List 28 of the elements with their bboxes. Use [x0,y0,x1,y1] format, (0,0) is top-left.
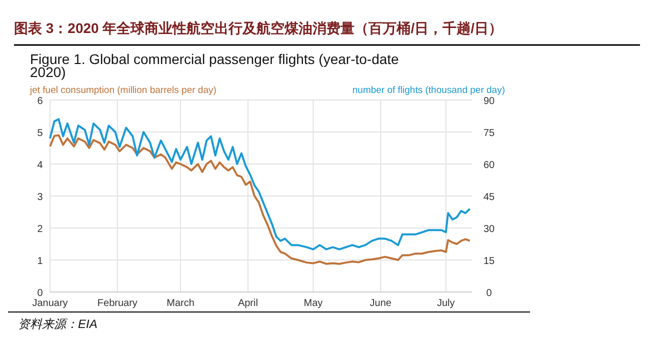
y2-tick-label: 90 [483,96,495,107]
y2-tick-label: 45 [483,192,495,203]
y-tick-label: 0 [37,288,44,299]
x-tick-label: April [238,298,258,309]
y2-tick-label: 30 [483,224,495,235]
x-tick-label: January [32,298,68,309]
x-tick-label: May [304,298,323,309]
text: 资料来源：EIA [18,317,98,331]
y-axis-title: jet fuel consumption (million barrels per day) [29,85,216,96]
y-tick-label: 6 [37,96,44,107]
y-tick-label: 2 [37,224,44,235]
x-tick-label: June [370,298,392,309]
line-series [49,118,471,250]
y-tick-label: 5 [37,128,44,139]
line-series [49,134,471,265]
chart-title: 图表 3：2020 年全球商业性航空出行及航空煤油消费量（百万桶/日，千趟/日） [14,20,502,36]
y-tick-label: 3 [37,192,44,203]
x-tick-label: February [97,298,138,309]
x-tick-label: March [166,298,194,309]
y2-tick-label: 60 [483,160,495,171]
y2-axis-title: number of flights (thousand per day) [352,85,505,96]
y2-tick-label: 75 [483,128,495,139]
y2-tick-label: 0 [486,288,492,299]
chart-subtitle: Figure 1. Global commercial passenger flights (year-to-date 2020) [30,51,400,80]
y-tick-label: 4 [37,160,44,171]
y2-tick-label: 15 [483,256,495,267]
x-tick-label: July [437,298,455,309]
y-tick-label: 1 [37,256,44,267]
